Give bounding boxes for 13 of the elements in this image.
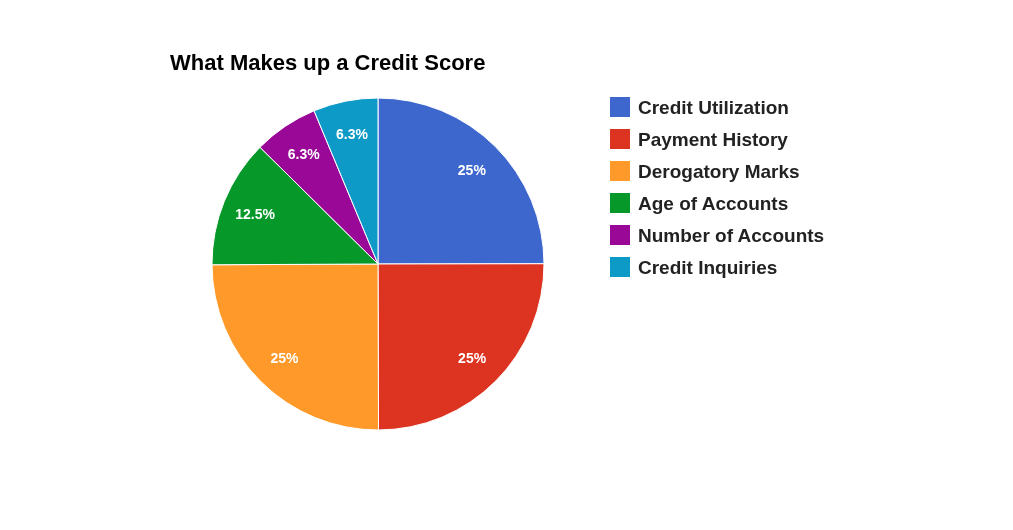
data-label: 6.3% — [335, 125, 369, 142]
legend-label: Age of Accounts — [638, 193, 789, 214]
legend-label: Payment History — [638, 129, 789, 150]
data-label: 6.3% — [287, 145, 321, 162]
legend-label: Derogatory Marks — [638, 161, 800, 182]
legend-label: Number of Accounts — [638, 225, 825, 246]
legend-label: Credit Utilization — [638, 97, 789, 118]
data-label: 25% — [458, 349, 487, 366]
data-label: 12.5% — [235, 205, 276, 222]
data-label: 25% — [457, 162, 487, 179]
chart-title: What Makes up a Credit Score — [170, 50, 486, 75]
data-label: 25% — [270, 350, 300, 367]
legend-label: Credit Inquiries — [638, 257, 778, 278]
